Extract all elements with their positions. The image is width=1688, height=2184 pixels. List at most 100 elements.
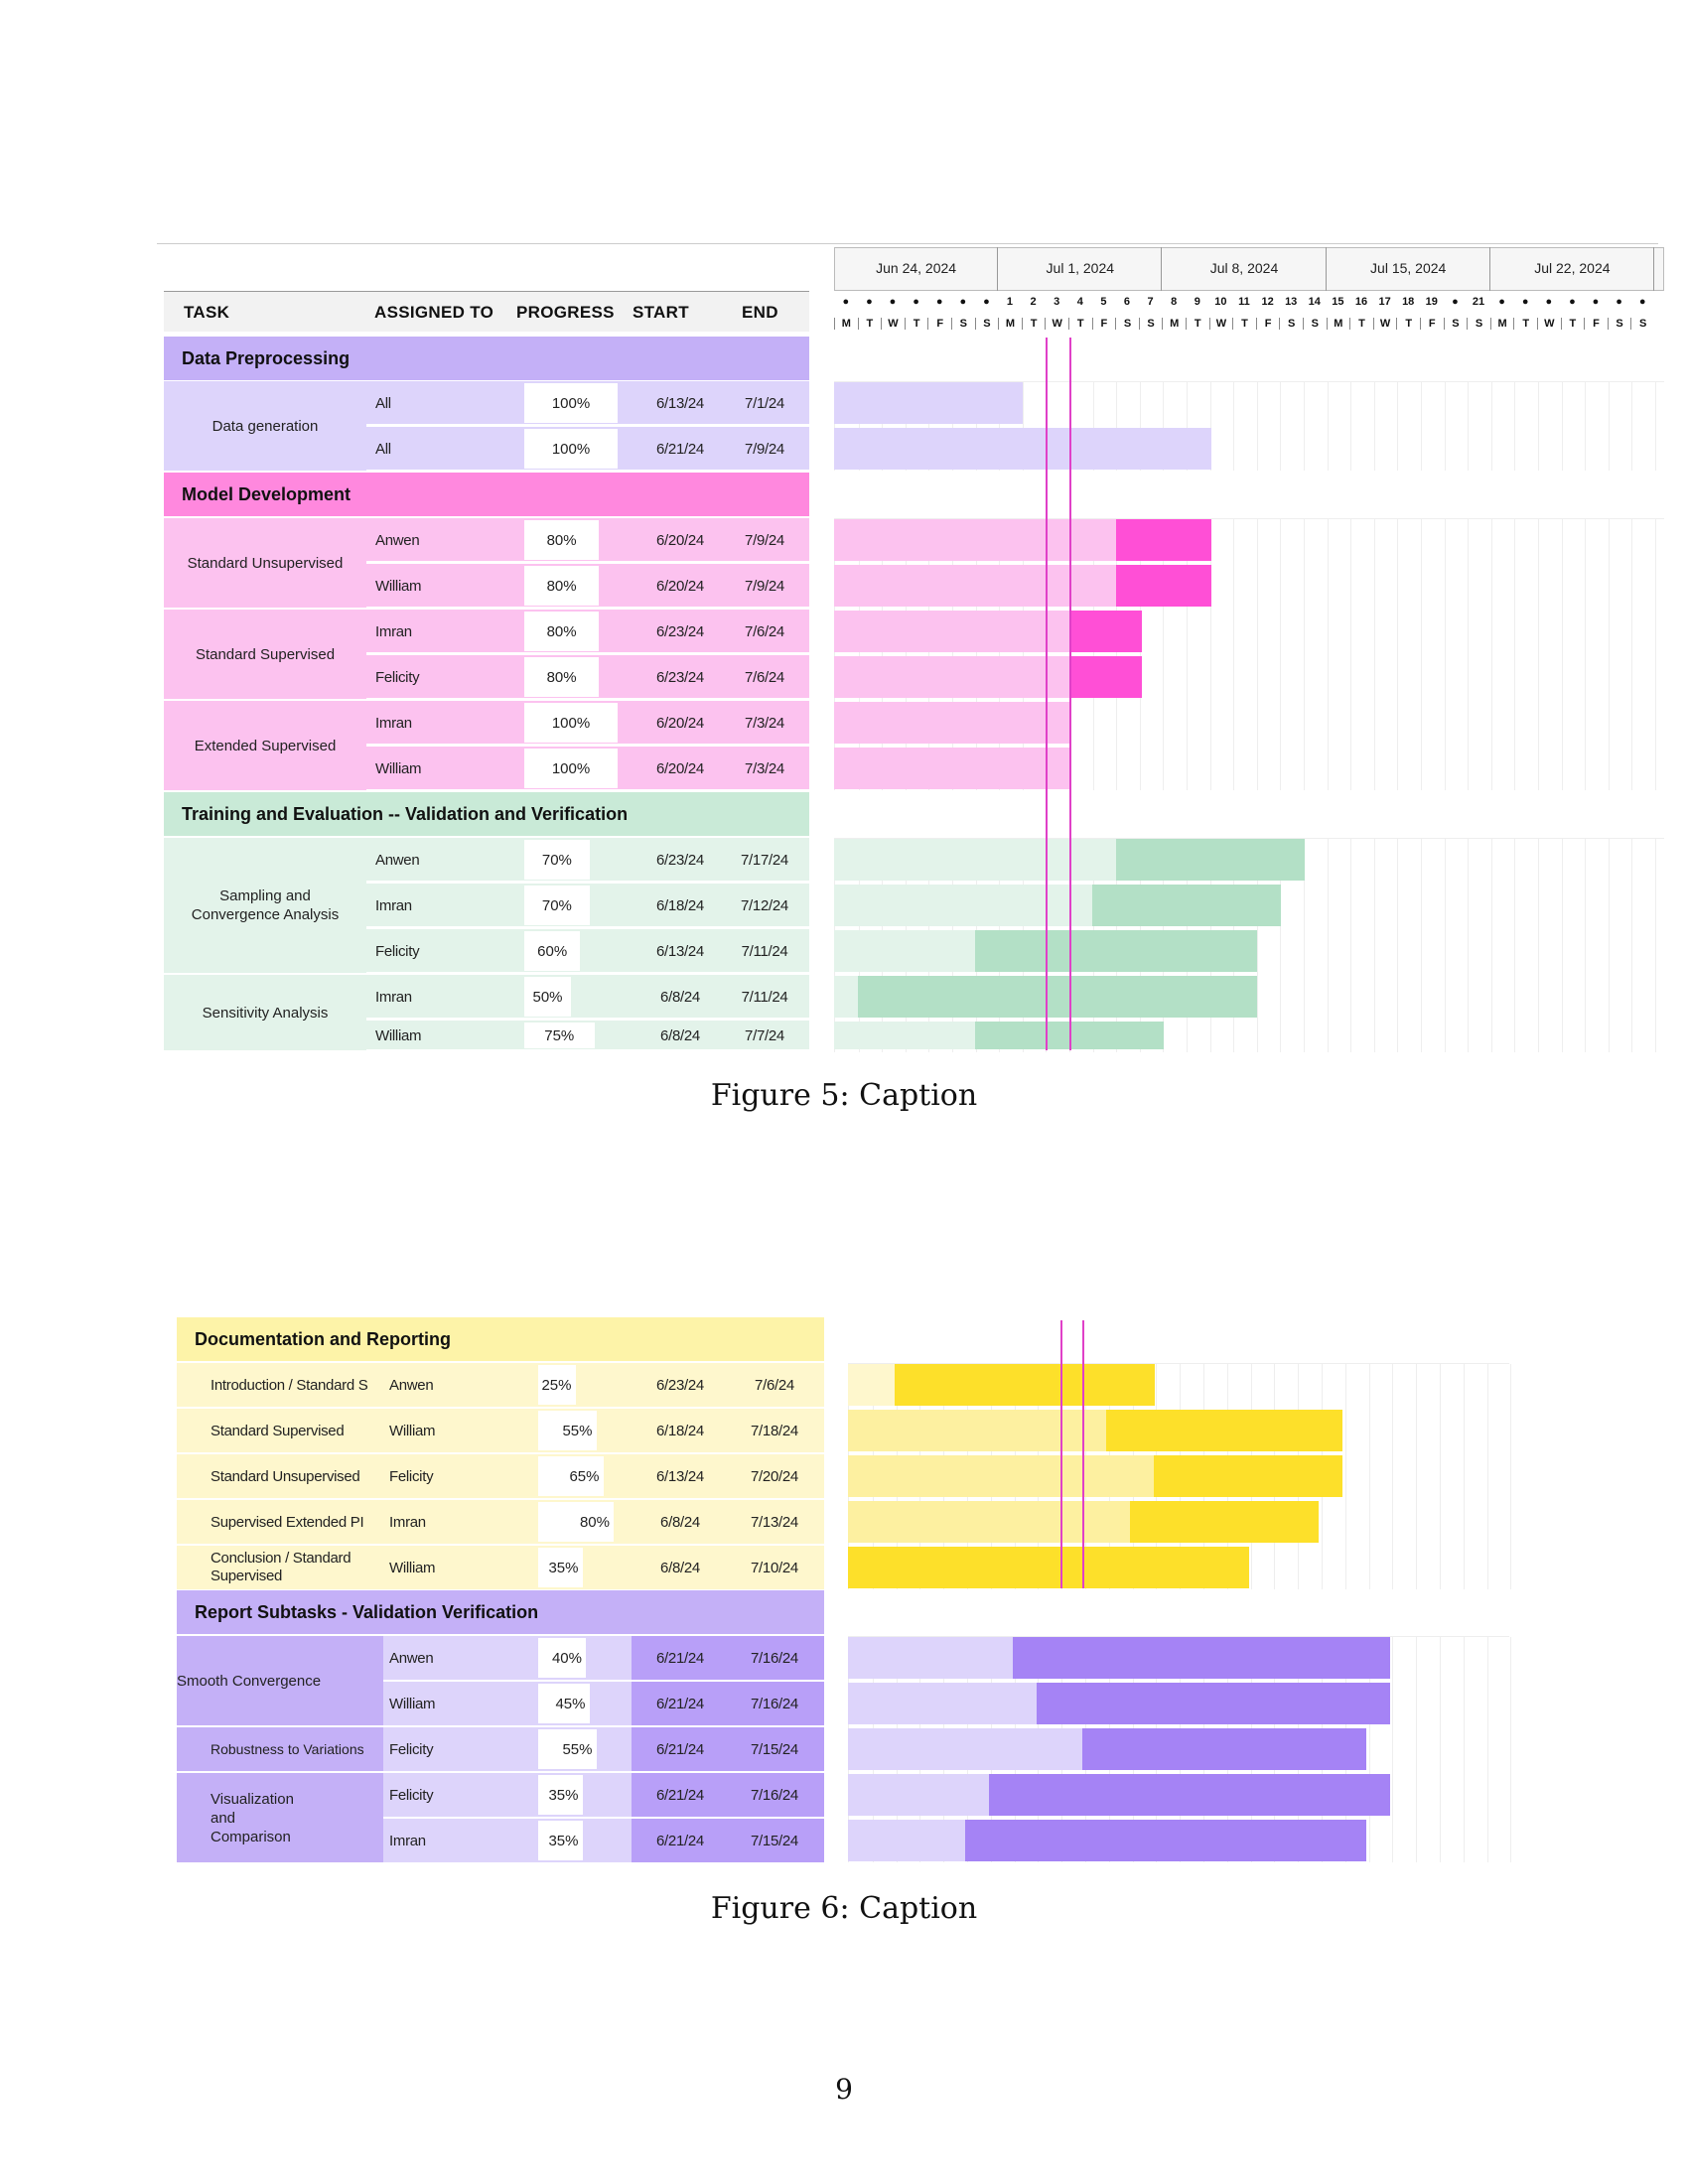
gantt-bar	[848, 1683, 1037, 1724]
day-number: ●	[1452, 296, 1459, 308]
grid-column	[928, 382, 953, 471]
day-letter: T	[1068, 318, 1092, 330]
grid-column	[1609, 839, 1633, 1052]
assigned-cell: Anwen	[389, 1649, 434, 1667]
grid-column	[1631, 519, 1656, 790]
gantt-bar	[848, 1410, 1106, 1451]
gantt-bar	[834, 930, 975, 972]
day-number: 10	[1214, 296, 1227, 308]
progress-cell: 100%	[524, 703, 618, 743]
end-cell: 7/11/24	[741, 942, 788, 960]
start-cell: 6/21/24	[656, 1786, 704, 1804]
day-letter: S	[1138, 318, 1163, 330]
day-letter: T	[857, 318, 882, 330]
grid-column	[1328, 519, 1352, 790]
grid-column	[1210, 519, 1235, 790]
day-letter: T	[1349, 318, 1373, 330]
progress-cell: 55%	[538, 1411, 597, 1450]
day-letter: M	[1326, 318, 1350, 330]
gantt-bar	[1037, 1683, 1390, 1724]
grid-column	[1257, 519, 1282, 790]
day-letter: F	[1255, 318, 1280, 330]
gantt-bar	[1130, 1501, 1319, 1543]
assigned-cell: Imran	[389, 1832, 426, 1849]
gantt-bar	[848, 1820, 965, 1861]
day-number: ●	[1569, 296, 1576, 308]
day-number: ●	[1638, 296, 1646, 308]
grid-column	[1585, 382, 1610, 471]
grid-column	[1116, 382, 1141, 471]
end-cell: 7/16/24	[751, 1695, 798, 1712]
grid-column	[1609, 382, 1633, 471]
grid-column	[1585, 519, 1610, 790]
grid-column	[1445, 519, 1470, 790]
assigned-cell: William	[389, 1695, 436, 1712]
start-cell: 6/18/24	[656, 1422, 704, 1439]
grid-column	[1464, 1364, 1488, 1589]
grid-column	[1416, 1637, 1441, 1862]
progress-cell: 80%	[524, 612, 600, 651]
gantt-bar	[1106, 1410, 1342, 1451]
task-sensitivity-analysis: Sensitivity Analysis	[164, 975, 366, 1050]
day-letter: S	[1467, 318, 1490, 330]
end-cell: 7/6/24	[745, 668, 784, 686]
grid-column	[835, 382, 860, 471]
gantt-bar	[1116, 565, 1211, 607]
grid-column	[1392, 1364, 1418, 1589]
grid-column	[1416, 1364, 1441, 1589]
table-row	[177, 1363, 824, 1407]
grid-column	[1538, 519, 1563, 790]
assigned-cell: All	[375, 440, 391, 458]
table-row	[177, 1454, 824, 1498]
progress-cell: 55%	[538, 1729, 597, 1769]
task-standard-unsupervised: Standard Unsupervised	[164, 518, 366, 608]
table-row	[366, 929, 809, 973]
progress-cell: 35%	[538, 1775, 583, 1815]
grid-column	[1562, 839, 1587, 1052]
grid-column	[1562, 382, 1587, 471]
grid-column	[882, 382, 907, 471]
assigned-cell: William	[375, 759, 422, 777]
header-assigned: ASSIGNED TO	[374, 303, 494, 322]
grid-column	[928, 519, 953, 790]
grid-column	[859, 519, 884, 790]
day-letter: W	[881, 318, 905, 330]
header-progress: PROGRESS	[516, 303, 615, 322]
assigned-cell: Anwen	[375, 531, 420, 549]
gantt-bar	[848, 1637, 1013, 1679]
gantt-bar	[848, 1364, 895, 1406]
start-cell: 6/23/24	[656, 622, 704, 640]
end-cell: 7/13/24	[751, 1513, 798, 1531]
grid-column	[952, 382, 977, 471]
grid-column	[1140, 519, 1165, 790]
day-letter: T	[1186, 318, 1209, 330]
start-cell: 6/23/24	[656, 1376, 704, 1394]
task-standard-supervised: Standard Supervised	[164, 610, 366, 699]
grid-column	[1280, 519, 1305, 790]
progress-cell: 100%	[524, 383, 618, 423]
assigned-cell: Felicity	[389, 1467, 434, 1485]
grid-column	[1304, 839, 1329, 1052]
week-header-bar	[834, 247, 1664, 291]
grid-column	[1257, 839, 1282, 1052]
grid-column	[1421, 839, 1446, 1052]
grid-column	[1350, 519, 1375, 790]
start-cell: 6/21/24	[656, 1740, 704, 1758]
assigned-cell: Imran	[375, 714, 412, 732]
progress-cell: 100%	[524, 429, 618, 469]
gantt-bar	[1116, 839, 1305, 881]
progress-cell: 40%	[538, 1638, 586, 1678]
task-data-generation: Data generation	[164, 381, 366, 471]
start-cell: 6/13/24	[656, 394, 704, 412]
grid-column	[1538, 839, 1563, 1052]
end-cell: 7/6/24	[745, 622, 784, 640]
grid-column	[1585, 839, 1610, 1052]
day-letter: S	[1303, 318, 1327, 330]
section-documentation-reporting: Documentation and Reporting	[177, 1317, 824, 1361]
grid-column	[1069, 382, 1094, 471]
gantt-bar	[834, 611, 1070, 652]
grid-column	[906, 519, 930, 790]
task-robustness: Robustness to Variations	[177, 1727, 383, 1771]
section-data-preprocessing: Data Preprocessing	[164, 337, 809, 380]
day-letter: S	[974, 318, 999, 330]
